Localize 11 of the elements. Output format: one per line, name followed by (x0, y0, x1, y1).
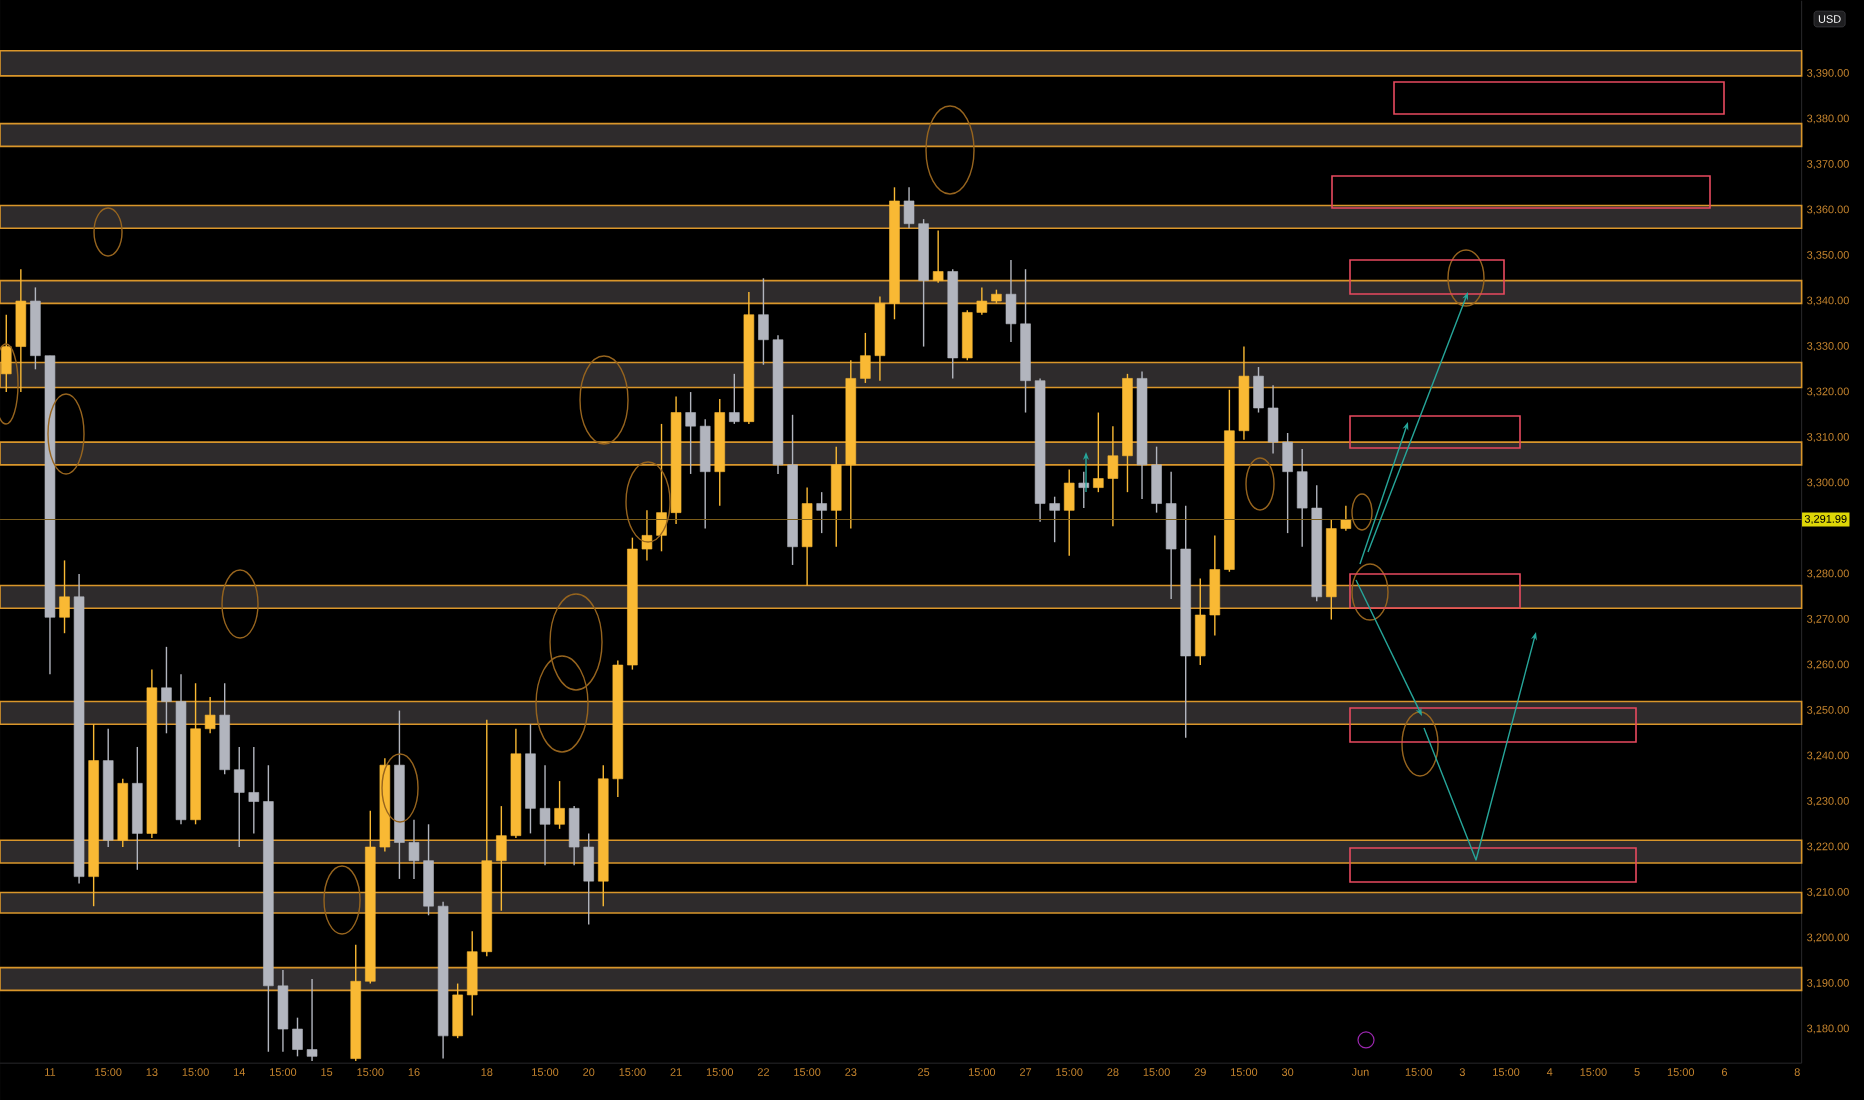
candlestick (729, 373, 740, 425)
candlestick (801, 486, 813, 587)
candlestick (699, 418, 711, 530)
candlestick (204, 696, 216, 734)
candlestick (1063, 468, 1075, 557)
candlestick (59, 559, 70, 634)
candlestick (554, 780, 565, 830)
candlestick (452, 982, 463, 1039)
candlestick (685, 391, 696, 475)
candlestick (932, 229, 944, 284)
candlestick (816, 491, 827, 534)
